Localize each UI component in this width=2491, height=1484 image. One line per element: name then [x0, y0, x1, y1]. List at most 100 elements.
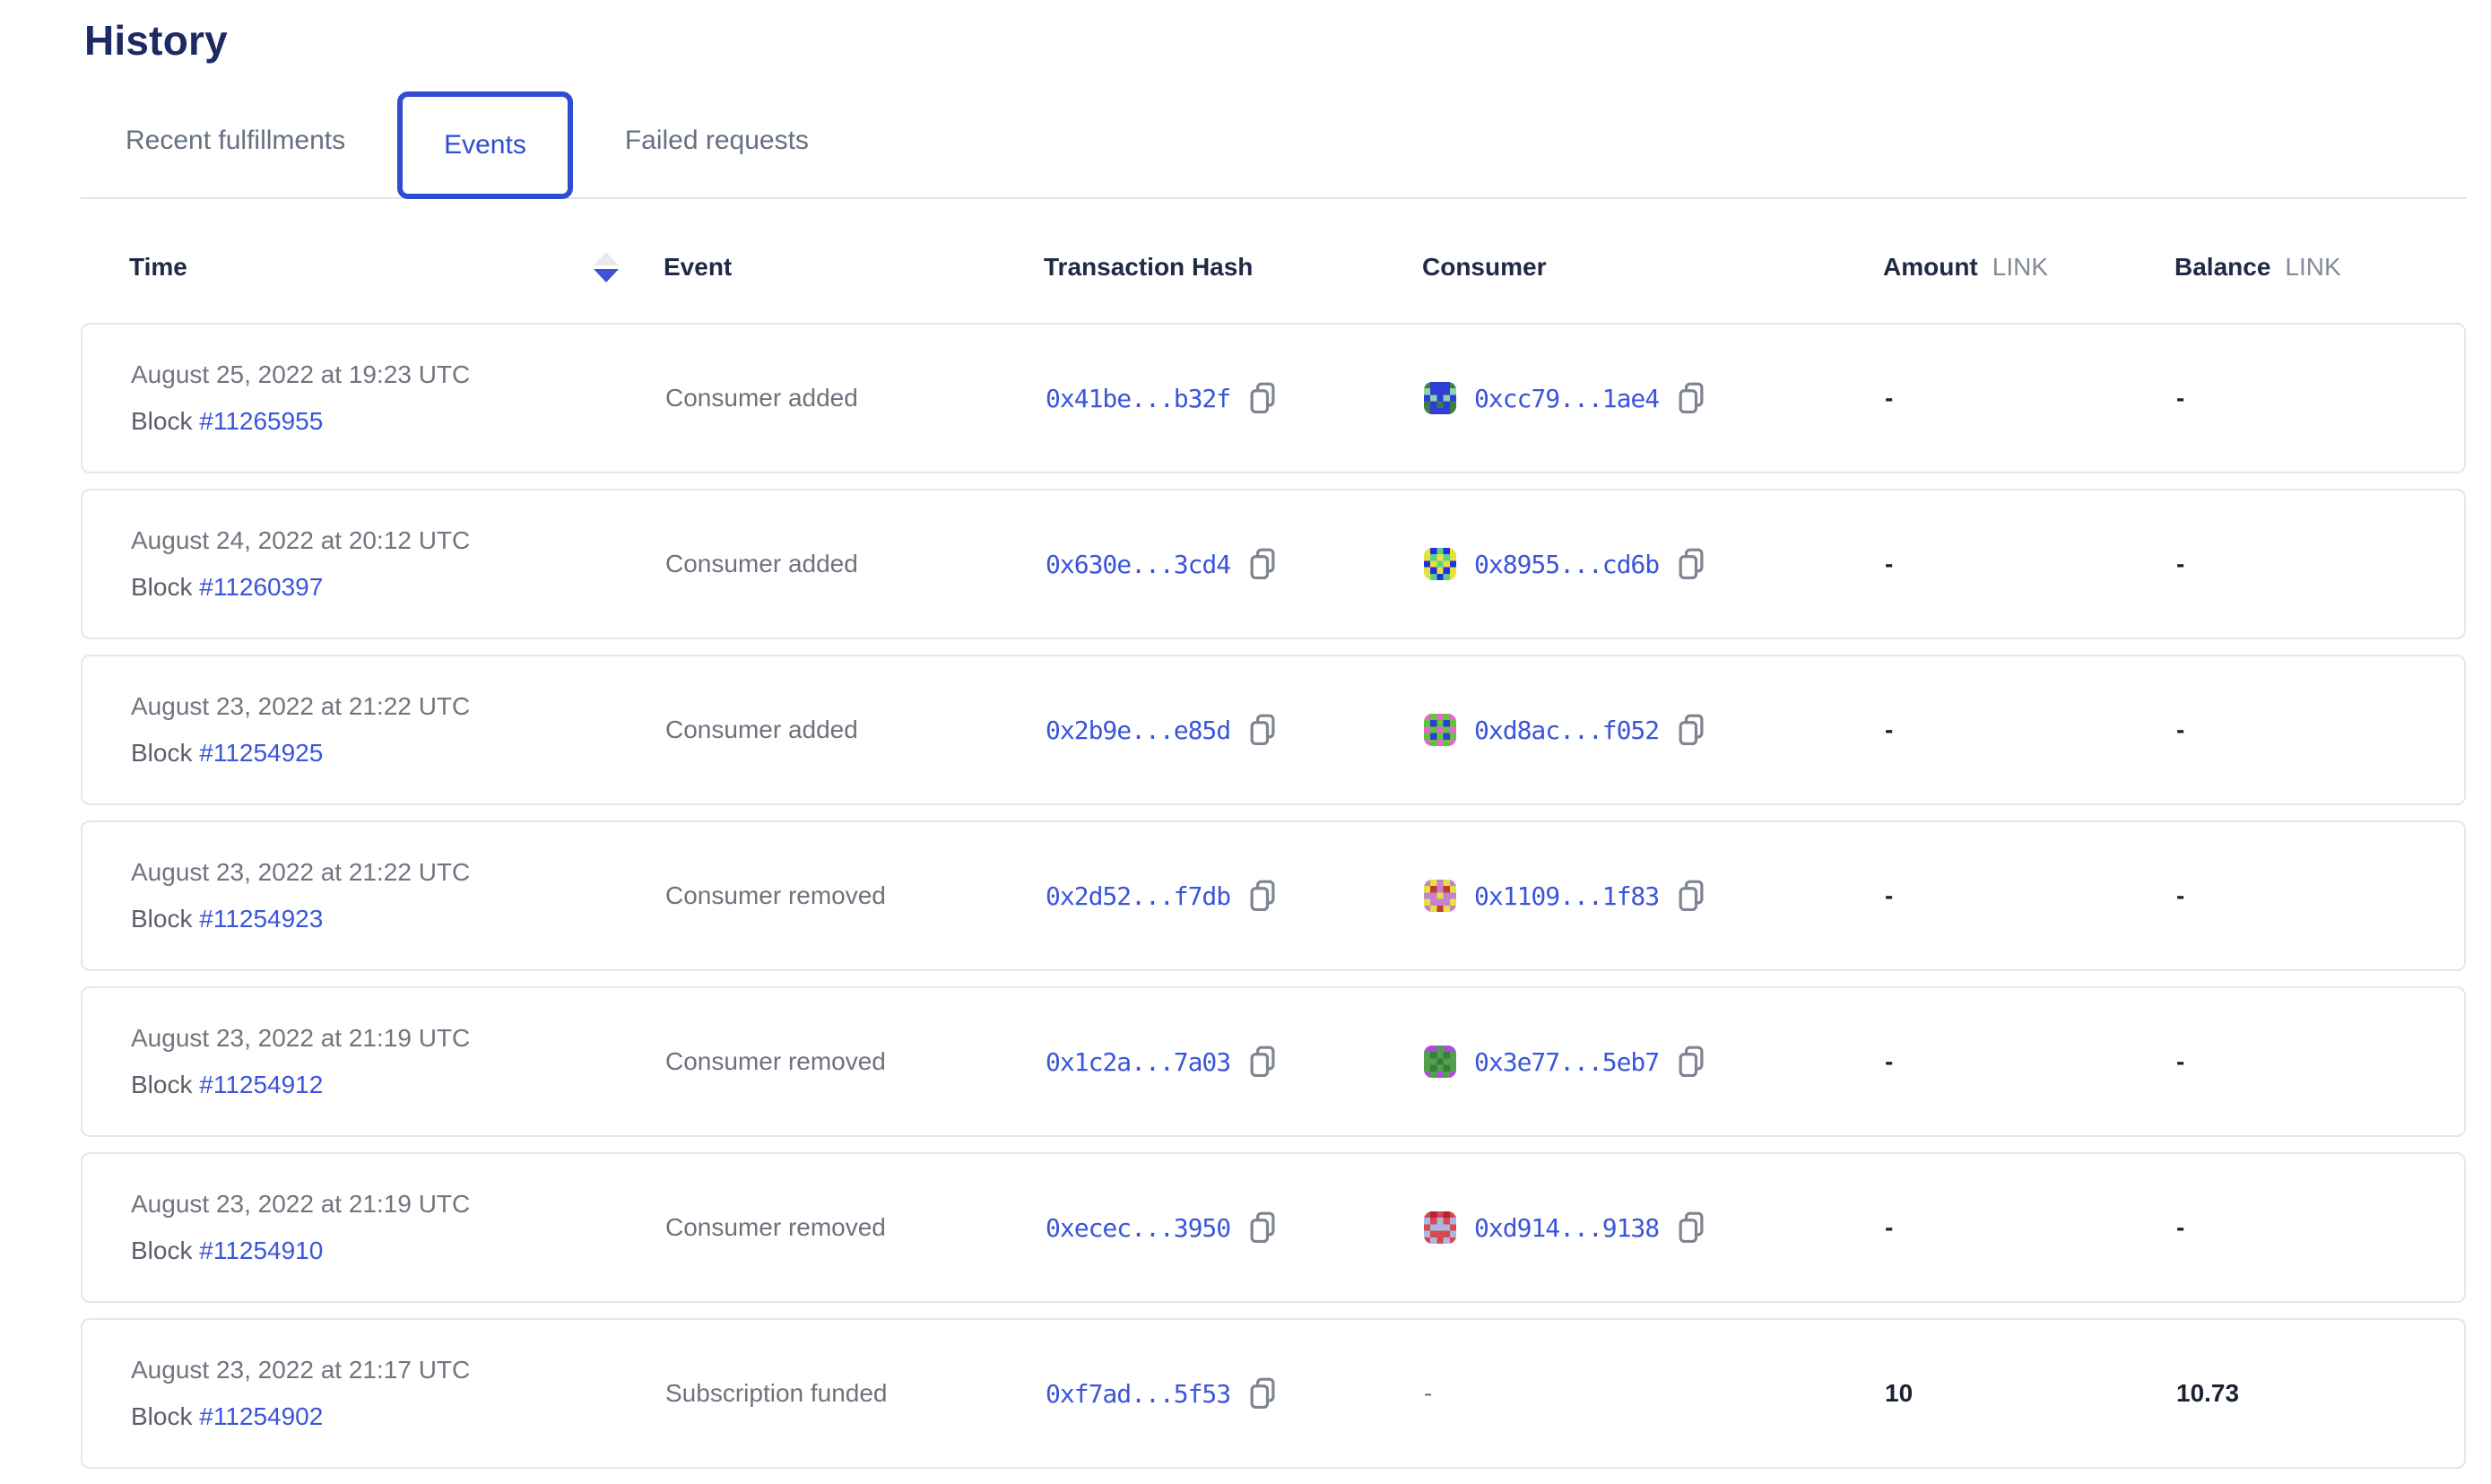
block-number-link[interactable]: #11254925	[199, 739, 324, 767]
copy-icon[interactable]	[1677, 381, 1706, 415]
column-header-amount: Amount LINK	[1883, 253, 2049, 281]
event-type: Consumer added	[665, 550, 858, 577]
amount-value: -	[1885, 881, 1894, 909]
consumer-link: 0xd8ac...f052	[1424, 713, 1706, 747]
copy-icon[interactable]	[1248, 1211, 1277, 1245]
tab-recent-fulfillments[interactable]: Recent fulfillments	[126, 126, 346, 155]
sort-down-triangle	[594, 269, 619, 282]
tab-failed-requests[interactable]: Failed requests	[624, 126, 809, 155]
consumer-link: 0x1109...1f83	[1424, 879, 1706, 913]
block-label: Block	[131, 1402, 193, 1430]
balance-value: -	[2176, 1213, 2185, 1241]
time-cell: August 23, 2022 at 21:17 UTC Block #1125…	[131, 1358, 665, 1429]
consumer-identicon	[1424, 1046, 1456, 1078]
timestamp: August 23, 2022 at 21:19 UTC	[131, 1190, 471, 1218]
transaction-hash-link[interactable]: 0x2d52...f7db	[1046, 881, 1231, 911]
balance-value: -	[2176, 716, 2185, 743]
balance-value: -	[2176, 1047, 2185, 1075]
block-line: Block #11254912	[131, 1071, 323, 1098]
copy-icon[interactable]	[1677, 879, 1706, 913]
consumer-address-link[interactable]: 0xd914...9138	[1474, 1212, 1660, 1243]
consumer-identicon	[1424, 1211, 1456, 1244]
amount-value: -	[1885, 1047, 1894, 1075]
block-label: Block	[131, 573, 193, 601]
copy-icon[interactable]	[1677, 547, 1706, 581]
consumer-address-link[interactable]: 0x1109...1f83	[1474, 881, 1660, 911]
event-type: Consumer removed	[665, 881, 886, 909]
copy-icon[interactable]	[1677, 1211, 1706, 1245]
copy-icon[interactable]	[1677, 1045, 1706, 1079]
consumer-link: 0xcc79...1ae4	[1424, 381, 1706, 415]
copy-icon[interactable]	[1248, 713, 1277, 747]
block-number-link[interactable]: #11265955	[199, 407, 324, 435]
block-number-link[interactable]: #11254910	[199, 1237, 324, 1264]
consumer-link: 0x8955...cd6b	[1424, 547, 1706, 581]
consumer-cell: 0x3e77...5eb7	[1424, 1045, 1885, 1079]
table-row: August 25, 2022 at 19:23 UTC Block #1126…	[81, 323, 2466, 473]
consumer-cell: 0xd8ac...f052	[1424, 713, 1885, 747]
block-label: Block	[131, 1071, 193, 1098]
time-cell: August 23, 2022 at 21:22 UTC Block #1125…	[131, 860, 665, 932]
copy-icon[interactable]	[1248, 879, 1277, 913]
consumer-link: 0x3e77...5eb7	[1424, 1045, 1706, 1079]
consumer-cell: 0x8955...cd6b	[1424, 547, 1885, 581]
block-label: Block	[131, 1237, 193, 1264]
consumer-cell: 0xcc79...1ae4	[1424, 381, 1885, 415]
consumer-cell: 0xd914...9138	[1424, 1211, 1885, 1245]
copy-icon[interactable]	[1248, 1045, 1277, 1079]
balance-value: -	[2176, 384, 2185, 412]
consumer-identicon	[1424, 382, 1456, 414]
event-type: Consumer added	[665, 384, 858, 412]
column-header-transaction-hash: Transaction Hash	[1044, 253, 1254, 281]
time-cell: August 25, 2022 at 19:23 UTC Block #1126…	[131, 362, 665, 434]
balance-unit-label: LINK	[2285, 253, 2341, 281]
tab-events[interactable]: Events	[397, 91, 573, 199]
consumer-address-link[interactable]: 0x8955...cd6b	[1474, 549, 1660, 579]
transaction-hash-link[interactable]: 0x1c2a...7a03	[1046, 1046, 1231, 1077]
consumer-cell: -	[1424, 1379, 1885, 1408]
transaction-hash-link[interactable]: 0xecec...3950	[1046, 1212, 1231, 1243]
block-number-link[interactable]: #11260397	[199, 573, 324, 601]
transaction-hash-link[interactable]: 0x2b9e...e85d	[1046, 715, 1231, 745]
consumer-address-link[interactable]: 0xcc79...1ae4	[1474, 383, 1660, 413]
block-line: Block #11260397	[131, 573, 323, 601]
transaction-hash-link[interactable]: 0x41be...b32f	[1046, 383, 1231, 413]
block-line: Block #11254923	[131, 905, 323, 933]
copy-icon[interactable]	[1248, 1376, 1277, 1410]
copy-icon[interactable]	[1248, 381, 1277, 415]
consumer-identicon	[1424, 548, 1456, 580]
column-header-event: Event	[664, 253, 733, 281]
copy-icon[interactable]	[1248, 547, 1277, 581]
amount-value: 10	[1885, 1379, 1914, 1407]
consumer-address-link[interactable]: 0xd8ac...f052	[1474, 715, 1660, 745]
block-label: Block	[131, 905, 193, 933]
block-line: Block #11265955	[131, 407, 323, 435]
block-label: Block	[131, 739, 193, 767]
transaction-hash-link[interactable]: 0x630e...3cd4	[1046, 549, 1231, 579]
time-cell: August 23, 2022 at 21:22 UTC Block #1125…	[131, 694, 665, 766]
block-number-link[interactable]: #11254912	[199, 1071, 324, 1098]
block-number-link[interactable]: #11254923	[199, 905, 324, 933]
table-row: August 23, 2022 at 21:19 UTC Block #1125…	[81, 986, 2466, 1137]
copy-icon[interactable]	[1677, 713, 1706, 747]
consumer-empty-dash: -	[1424, 1379, 1433, 1407]
transaction-hash-cell: 0xecec...3950	[1046, 1211, 1424, 1245]
block-line: Block #11254910	[131, 1237, 323, 1264]
consumer-address-link[interactable]: 0x3e77...5eb7	[1474, 1046, 1660, 1077]
event-type: Consumer added	[665, 716, 858, 743]
transaction-hash-cell: 0xf7ad...5f53	[1046, 1376, 1424, 1410]
timestamp: August 24, 2022 at 20:12 UTC	[131, 526, 471, 554]
table-row: August 23, 2022 at 21:19 UTC Block #1125…	[81, 1152, 2466, 1303]
block-number-link[interactable]: #11254902	[199, 1402, 324, 1430]
amount-value: -	[1885, 550, 1894, 577]
column-header-consumer: Consumer	[1422, 253, 1547, 281]
consumer-identicon	[1424, 714, 1456, 746]
table-row: August 24, 2022 at 20:12 UTC Block #1126…	[81, 489, 2466, 639]
transaction-hash-link[interactable]: 0xf7ad...5f53	[1046, 1378, 1231, 1409]
event-rows: August 25, 2022 at 19:23 UTC Block #1126…	[81, 323, 2466, 1469]
block-line: Block #11254925	[131, 739, 323, 767]
transaction-hash-cell: 0x1c2a...7a03	[1046, 1045, 1424, 1079]
table-row: August 23, 2022 at 21:17 UTC Block #1125…	[81, 1318, 2466, 1469]
sort-descending-icon[interactable]	[590, 249, 622, 285]
time-header-label: Time	[129, 253, 187, 281]
